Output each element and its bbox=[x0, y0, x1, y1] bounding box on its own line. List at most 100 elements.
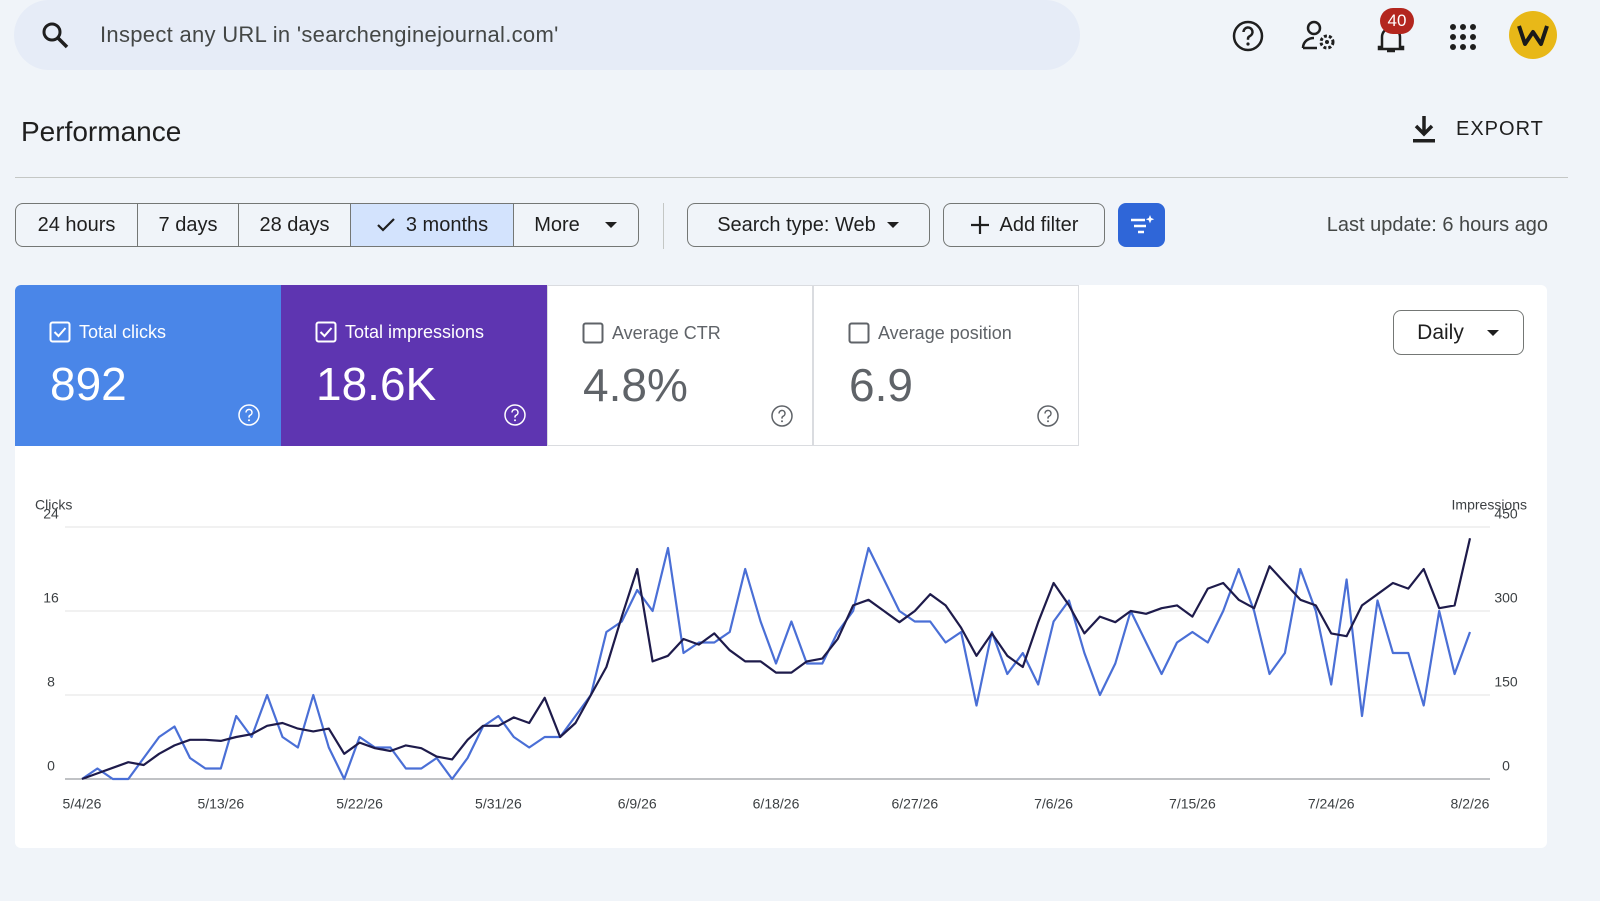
help-icon[interactable] bbox=[1230, 18, 1266, 54]
metric-value: 892 bbox=[50, 358, 127, 410]
avatar[interactable] bbox=[1508, 10, 1558, 60]
metric-card[interactable]: Total clicks 892 bbox=[15, 285, 281, 446]
metric-card[interactable]: Average position 6.9 bbox=[813, 285, 1079, 446]
apps-icon[interactable] bbox=[1448, 22, 1478, 52]
range-button[interactable]: 3 months bbox=[350, 203, 514, 247]
users-settings-icon[interactable] bbox=[1300, 18, 1340, 54]
x-tick-label: 5/4/26 bbox=[63, 796, 102, 812]
checkbox bbox=[582, 322, 604, 344]
separator bbox=[663, 203, 664, 249]
download-icon bbox=[1413, 116, 1435, 143]
search-type-dropdown[interactable]: Search type: Web bbox=[687, 203, 930, 247]
y-tick-label: 8 bbox=[47, 674, 55, 690]
y2-tick-label: 300 bbox=[1494, 590, 1518, 606]
metric-card[interactable]: Average CTR 4.8% bbox=[547, 285, 813, 446]
add-filter-button[interactable]: Add filter bbox=[943, 203, 1105, 247]
x-tick-label: 8/2/26 bbox=[1451, 796, 1490, 812]
range-button[interactable]: More bbox=[513, 203, 639, 247]
y2-tick-label: 150 bbox=[1494, 674, 1518, 690]
help-dot bbox=[1047, 420, 1049, 423]
range-button[interactable]: 7 days bbox=[137, 203, 239, 247]
checkbox-check bbox=[319, 327, 333, 338]
check-path bbox=[377, 218, 395, 232]
x-tick-label: 5/31/26 bbox=[475, 796, 522, 812]
checkbox-box bbox=[582, 322, 604, 344]
page-title: Performance bbox=[21, 116, 182, 147]
filter-settings-button[interactable] bbox=[1118, 203, 1165, 247]
metric-label: Average position bbox=[878, 323, 1012, 343]
metric-value: 6.9 bbox=[849, 359, 913, 411]
help-icon bbox=[1037, 405, 1059, 427]
plus-icon bbox=[970, 216, 989, 234]
x-tick-label: 6/27/26 bbox=[891, 796, 938, 812]
metric-card[interactable]: Total impressions 18.6K bbox=[281, 285, 547, 446]
dropdown-arrow bbox=[886, 222, 899, 228]
range-button[interactable]: 28 days bbox=[238, 203, 351, 247]
range-label: 3 months bbox=[405, 213, 489, 236]
checkbox-check bbox=[53, 327, 67, 338]
help-circle bbox=[771, 405, 793, 427]
filter-icon bbox=[1130, 215, 1154, 234]
check-icon bbox=[377, 218, 395, 232]
help-mark bbox=[245, 408, 253, 418]
help-circle bbox=[504, 404, 526, 426]
checkbox-box bbox=[848, 322, 870, 344]
range-button[interactable]: 24 hours bbox=[15, 203, 138, 247]
y-tick-label: 24 bbox=[43, 506, 59, 522]
help-circle bbox=[238, 404, 260, 426]
checkbox bbox=[848, 322, 870, 344]
range-label: 24 hours bbox=[37, 213, 116, 236]
last-update: Last update: 6 hours ago bbox=[1326, 214, 1548, 236]
checkbox-box bbox=[315, 321, 337, 343]
help-mark bbox=[778, 409, 786, 419]
help-mark bbox=[1044, 409, 1052, 419]
metric-label: Total impressions bbox=[345, 322, 485, 342]
help-mark bbox=[511, 408, 519, 418]
checkbox-box bbox=[49, 321, 71, 343]
export-label: EXPORT bbox=[1456, 117, 1544, 140]
metric-value: 4.8% bbox=[583, 359, 688, 411]
x-tick-label: 6/9/26 bbox=[618, 796, 657, 812]
metric-label: Average CTR bbox=[612, 323, 721, 343]
help-icon bbox=[771, 405, 793, 427]
divider bbox=[15, 177, 1568, 178]
metric-label: Total clicks bbox=[79, 322, 167, 342]
chart: 0 8 16 24 0 150 300 450 Clicks Impressions 5/4/26 5… bbox=[35, 497, 1527, 812]
y-tick-label: 16 bbox=[43, 590, 59, 606]
x-tick-label: 7/24/26 bbox=[1308, 796, 1355, 812]
search-type-label: Search type: Web bbox=[717, 213, 876, 236]
dropdown-arrow bbox=[604, 222, 617, 228]
search-placeholder: Inspect any URL in 'searchenginejournal.… bbox=[100, 22, 559, 47]
checkbox bbox=[49, 321, 71, 343]
performance-card: Total clicks 892 Total impressions 18.6K Ave… bbox=[15, 285, 1547, 848]
range-label: More bbox=[534, 213, 580, 236]
search-icon bbox=[42, 22, 69, 49]
range-label: 28 days bbox=[259, 213, 330, 236]
dropdown-arrow bbox=[1486, 329, 1499, 336]
notification-badge: 40 bbox=[1380, 8, 1414, 34]
granularity-dropdown[interactable]: Daily bbox=[1393, 310, 1524, 355]
export-button[interactable]: EXPORT bbox=[1410, 114, 1544, 144]
x-tick-label: 5/22/26 bbox=[336, 796, 383, 812]
y2-tick-label: 450 bbox=[1494, 506, 1518, 522]
x-tick-label: 5/13/26 bbox=[197, 796, 244, 812]
help-icon bbox=[238, 404, 260, 426]
metric-value: 18.6K bbox=[316, 358, 437, 410]
help-dot bbox=[248, 419, 250, 422]
series-line bbox=[81, 537, 1472, 781]
x-tick-label: 7/6/26 bbox=[1034, 796, 1073, 812]
series-line bbox=[81, 546, 1472, 781]
help-dot bbox=[514, 419, 516, 422]
y2-axis-title: Impressions bbox=[1452, 497, 1527, 513]
x-tick-label: 6/18/26 bbox=[753, 796, 800, 812]
help-dot bbox=[781, 420, 783, 423]
arrow bbox=[604, 222, 617, 228]
granularity-label: Daily bbox=[1417, 320, 1464, 344]
y-axis-title: Clicks bbox=[35, 497, 72, 513]
search-bar[interactable]: Inspect any URL in 'searchenginejournal.… bbox=[14, 0, 1080, 70]
checkbox bbox=[315, 321, 337, 343]
y2-tick-label: 0 bbox=[1502, 758, 1510, 774]
range-label: 7 days bbox=[158, 213, 218, 236]
help-icon bbox=[504, 404, 526, 426]
